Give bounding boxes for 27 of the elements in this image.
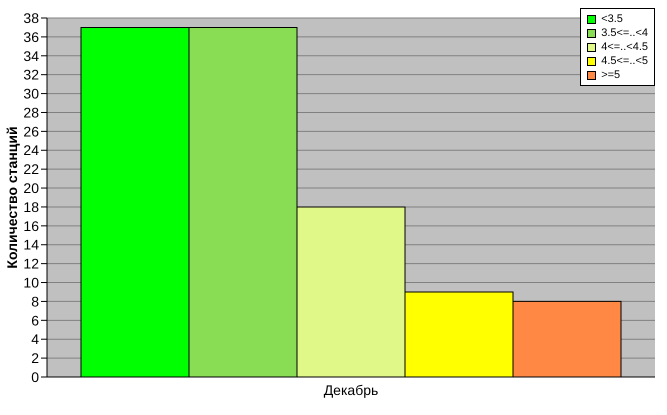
y-tick-label: 38 (23, 10, 40, 26)
y-tick-label: 8 (31, 293, 40, 310)
y-tick-label: 34 (23, 48, 40, 64)
y-tick-label: 24 (23, 142, 40, 158)
legend-label: 3.5<=..<4 (601, 27, 648, 39)
y-tick-label: 36 (23, 28, 40, 45)
y-tick-label: 28 (23, 104, 40, 120)
y-tick-label: 2 (31, 350, 40, 366)
legend-label: 4<=..<4.5 (601, 41, 648, 53)
legend-label: >=5 (601, 69, 620, 81)
y-tick-label: 16 (23, 218, 40, 234)
y-tick-label: 20 (23, 180, 40, 196)
y-tick-label: 14 (23, 236, 40, 253)
y-tick-label: 18 (23, 198, 40, 215)
y-tick-label: 0 (31, 368, 40, 385)
y-tick-label: 6 (31, 312, 40, 328)
y-tick-label: 26 (23, 123, 40, 140)
y-tick-label: 12 (23, 256, 40, 272)
legend-label: 4.5<=..<5 (601, 55, 648, 67)
y-tick-label: 30 (23, 86, 40, 102)
y-tick-label: 4 (31, 331, 40, 348)
y-tick-label: 22 (23, 161, 40, 178)
x-tick-label: Декабрь (324, 382, 378, 398)
y-tick-label: 10 (23, 274, 40, 290)
y-tick-label: 32 (23, 66, 40, 83)
legend-label: <3.5 (601, 13, 623, 25)
y-axis-title: Количество станций (4, 126, 20, 269)
